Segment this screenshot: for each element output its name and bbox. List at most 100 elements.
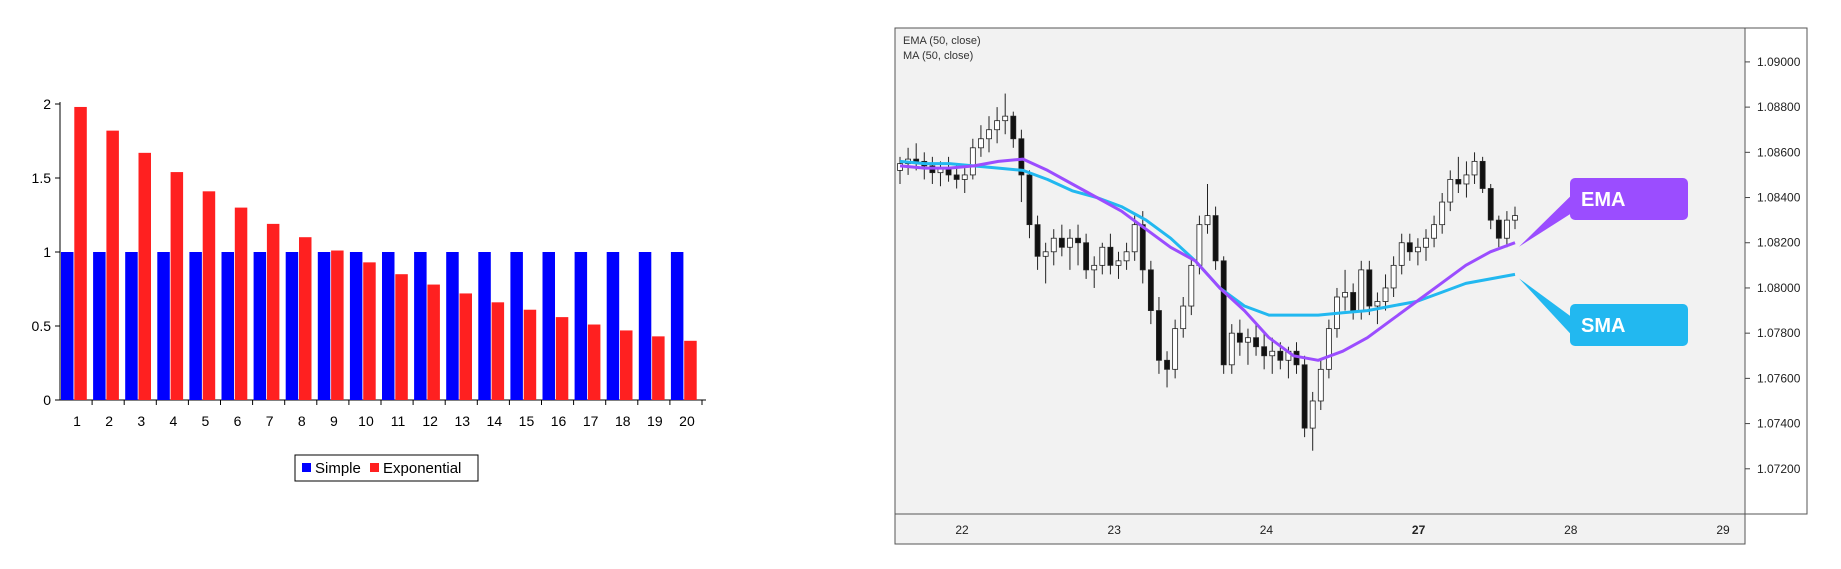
candle-bullish	[1390, 264, 1397, 289]
candle-bullish	[1123, 251, 1130, 262]
x-tick-label: 5	[202, 413, 210, 429]
candle-bullish	[1099, 246, 1106, 266]
candle-bearish	[1301, 364, 1308, 429]
bar-simple	[93, 252, 106, 400]
candle-bullish	[1431, 224, 1437, 239]
candle-bearish	[1277, 350, 1284, 361]
candle-bearish	[1139, 224, 1146, 271]
ema-line	[899, 157, 1516, 362]
candle-bearish	[1212, 215, 1219, 262]
price-tick-label: 1.08200	[1757, 236, 1801, 250]
bar-simple	[221, 252, 234, 400]
candle-bullish	[1342, 292, 1348, 298]
y-tick-label: 0.5	[32, 318, 52, 334]
candle-bullish	[1115, 260, 1122, 266]
candle-bullish	[1067, 237, 1073, 248]
candle-bullish	[1204, 215, 1211, 226]
candle-bullish	[1131, 224, 1138, 253]
price-tick-label: 1.07800	[1757, 326, 1801, 340]
bar-simple	[446, 252, 459, 400]
plot-area	[894, 27, 1746, 515]
bar-exponential	[555, 317, 569, 400]
y-tick-label: 1	[43, 244, 51, 260]
candle-bullish	[986, 129, 992, 140]
candle-bullish	[1091, 264, 1098, 271]
x-tick-label: 18	[615, 413, 631, 429]
candle-bullish	[1172, 328, 1179, 370]
candle-bearish	[1487, 188, 1494, 221]
price-tick-label: 1.07200	[1757, 462, 1801, 476]
x-tick-label: 15	[519, 413, 535, 429]
weights-bar-chart: 00.511.521 2 3 4 5 6 7 8 9 10 11 12 13 14 15 16 17 18 19 20…	[32, 96, 706, 482]
candle-bullish	[1358, 269, 1365, 311]
x-tick-label: 11	[391, 413, 406, 429]
legend-swatch	[302, 463, 311, 472]
candle-bearish	[1236, 332, 1243, 343]
candle-bearish	[1406, 242, 1413, 253]
time-tick-label: 29	[1716, 523, 1730, 537]
candle-bearish	[1156, 310, 1162, 361]
bar-exponential	[74, 106, 87, 401]
bar-exponential	[202, 191, 216, 400]
x-tick-label: 13	[454, 413, 470, 429]
candle-bearish	[1018, 138, 1025, 176]
time-tick-label: 28	[1564, 523, 1578, 537]
candle-bullish	[1188, 264, 1195, 307]
price-tick-label: 1.08000	[1757, 281, 1801, 295]
candle-bullish	[1317, 368, 1324, 402]
price-tick-label: 1.08800	[1757, 100, 1801, 114]
candle-bearish	[1107, 246, 1114, 266]
candle-bullish	[1180, 305, 1187, 330]
legend-box	[294, 454, 479, 482]
bar-simple	[157, 252, 170, 400]
candle-bullish	[1042, 251, 1049, 257]
bar-exponential	[234, 207, 248, 400]
x-tick-label: 17	[583, 413, 599, 429]
bar-simple	[125, 252, 138, 400]
bar-exponential	[652, 336, 665, 400]
bar-exponential	[138, 152, 151, 400]
candle-bearish	[1083, 242, 1090, 271]
candle-bullish	[978, 138, 984, 149]
candle-bullish	[1423, 237, 1429, 248]
sma-callout: SMA	[1519, 278, 1688, 346]
x-tick-label: 2	[105, 413, 113, 429]
candle-bearish	[1164, 359, 1170, 370]
bar-simple	[574, 252, 588, 400]
bar-exponential	[684, 340, 697, 400]
candle-bearish	[1075, 237, 1081, 244]
candle-bullish	[1439, 201, 1446, 226]
y-tick-label: 1.5	[32, 170, 52, 186]
candle-bearish	[1261, 346, 1268, 357]
x-tick-label: 1	[73, 413, 81, 429]
time-tick-label: 27	[1412, 523, 1426, 537]
x-tick-label: 9	[330, 413, 338, 429]
candle-bearish	[1058, 237, 1065, 248]
callout-box	[1570, 178, 1688, 220]
x-tick-label: 19	[647, 413, 663, 429]
x-tick-label: 12	[422, 413, 438, 429]
candle-bearish	[1455, 179, 1462, 185]
bar-simple	[285, 252, 299, 400]
candle-bullish	[1398, 242, 1405, 266]
bar-simple	[253, 252, 267, 400]
candle-bearish	[1495, 219, 1502, 239]
candle-bullish	[1463, 174, 1470, 185]
candle-bearish	[1220, 260, 1227, 366]
candle-bullish	[1503, 219, 1510, 239]
price-tick-label: 1.09000	[1757, 55, 1801, 69]
ema-callout: EMA	[1519, 178, 1688, 247]
bar-exponential	[299, 237, 312, 400]
candle-bullish	[1325, 328, 1332, 370]
x-tick-label: 7	[266, 413, 274, 429]
candle-bullish	[1269, 350, 1276, 357]
candle-bearish	[1253, 337, 1259, 348]
x-tick-label: 10	[358, 413, 374, 429]
candle-bearish	[913, 158, 920, 162]
callout-box	[1570, 304, 1688, 346]
candle-bullish	[961, 174, 968, 180]
bar-simple	[317, 252, 331, 400]
bar-simple	[670, 252, 684, 400]
bar-simple	[189, 252, 202, 400]
